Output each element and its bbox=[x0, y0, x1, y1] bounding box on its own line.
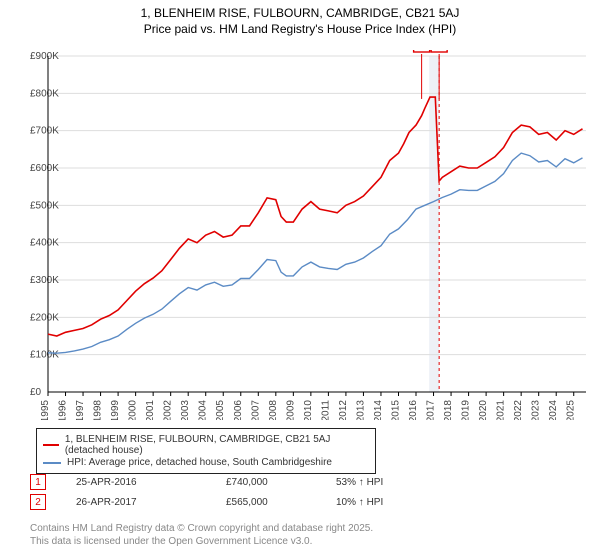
svg-text:£100K: £100K bbox=[30, 350, 59, 361]
svg-text:2010: 2010 bbox=[303, 400, 314, 420]
svg-text:2005: 2005 bbox=[215, 400, 226, 420]
svg-text:2025: 2025 bbox=[566, 400, 577, 420]
svg-text:1997: 1997 bbox=[75, 400, 86, 420]
footer-attribution: Contains HM Land Registry data © Crown c… bbox=[30, 522, 373, 548]
svg-text:1996: 1996 bbox=[58, 400, 69, 420]
footer-line-1: Contains HM Land Registry data © Crown c… bbox=[30, 522, 373, 535]
svg-text:2016: 2016 bbox=[408, 400, 419, 420]
svg-text:2019: 2019 bbox=[461, 400, 472, 420]
footer-line-2: This data is licensed under the Open Gov… bbox=[30, 535, 373, 548]
line-chart: £0 £100K £200K £300K £400K £500K £600K £700K £80… bbox=[30, 50, 590, 420]
svg-text:2013: 2013 bbox=[355, 400, 366, 420]
svg-text:£0: £0 bbox=[30, 387, 42, 398]
chart-area: £0 £100K £200K £300K £400K £500K £600K £700K £80… bbox=[30, 50, 590, 420]
svg-text:2017: 2017 bbox=[426, 400, 437, 420]
svg-text:£200K: £200K bbox=[30, 312, 59, 323]
chart-title-block: 1, BLENHEIM RISE, FULBOURN, CAMBRIDGE, C… bbox=[0, 0, 600, 36]
svg-text:2012: 2012 bbox=[338, 400, 349, 420]
svg-text:2008: 2008 bbox=[268, 400, 279, 420]
svg-text:1995: 1995 bbox=[40, 400, 51, 420]
svg-text:1998: 1998 bbox=[93, 400, 104, 420]
legend-row-2: HPI: Average price, detached house, Sout… bbox=[43, 457, 369, 468]
svg-text:£900K: £900K bbox=[30, 51, 59, 62]
marker-delta: 10% ↑ HPI bbox=[336, 497, 416, 508]
legend-swatch-1 bbox=[43, 444, 59, 446]
svg-text:2001: 2001 bbox=[145, 400, 156, 420]
title-line-2: Price paid vs. HM Land Registry's House … bbox=[0, 22, 600, 36]
svg-text:2009: 2009 bbox=[285, 400, 296, 420]
markers-table: 1 25-APR-2016 £740,000 53% ↑ HPI 2 26-APR-201… bbox=[30, 470, 416, 514]
svg-text:2007: 2007 bbox=[250, 400, 261, 420]
svg-text:2024: 2024 bbox=[548, 400, 559, 420]
legend-row-1: 1, BLENHEIM RISE, FULBOURN, CAMBRIDGE, C… bbox=[43, 434, 369, 456]
svg-text:2006: 2006 bbox=[233, 400, 244, 420]
svg-text:2002: 2002 bbox=[163, 400, 174, 420]
marker-number: 2 bbox=[30, 494, 46, 510]
svg-text:£400K: £400K bbox=[30, 238, 59, 249]
svg-text:1999: 1999 bbox=[110, 400, 121, 420]
svg-text:2004: 2004 bbox=[198, 400, 209, 420]
marker-price: £565,000 bbox=[226, 497, 306, 508]
svg-text:£600K: £600K bbox=[30, 163, 59, 174]
svg-text:2: 2 bbox=[436, 50, 442, 51]
marker-date: 26-APR-2017 bbox=[76, 497, 196, 508]
svg-text:£500K: £500K bbox=[30, 200, 59, 211]
legend-swatch-2 bbox=[43, 462, 61, 464]
svg-text:£700K: £700K bbox=[30, 126, 59, 137]
marker-price: £740,000 bbox=[226, 477, 306, 488]
marker-date: 25-APR-2016 bbox=[76, 477, 196, 488]
svg-text:2018: 2018 bbox=[443, 400, 454, 420]
legend-label-2: HPI: Average price, detached house, Sout… bbox=[67, 457, 332, 468]
svg-text:2020: 2020 bbox=[478, 400, 489, 420]
legend-label-1: 1, BLENHEIM RISE, FULBOURN, CAMBRIDGE, C… bbox=[65, 434, 369, 456]
svg-text:2003: 2003 bbox=[180, 400, 191, 420]
legend-box: 1, BLENHEIM RISE, FULBOURN, CAMBRIDGE, C… bbox=[36, 428, 376, 474]
title-line-1: 1, BLENHEIM RISE, FULBOURN, CAMBRIDGE, C… bbox=[0, 6, 600, 20]
svg-text:2011: 2011 bbox=[320, 400, 331, 420]
svg-text:2023: 2023 bbox=[531, 400, 542, 420]
svg-text:1: 1 bbox=[419, 50, 425, 51]
svg-text:2022: 2022 bbox=[513, 400, 524, 420]
svg-text:2000: 2000 bbox=[128, 400, 139, 420]
svg-text:£800K: £800K bbox=[30, 88, 59, 99]
marker-row: 2 26-APR-2017 £565,000 10% ↑ HPI bbox=[30, 494, 416, 510]
marker-number: 1 bbox=[30, 474, 46, 490]
marker-row: 1 25-APR-2016 £740,000 53% ↑ HPI bbox=[30, 474, 416, 490]
marker-delta: 53% ↑ HPI bbox=[336, 477, 416, 488]
svg-text:2015: 2015 bbox=[390, 400, 401, 420]
svg-text:2021: 2021 bbox=[496, 400, 507, 420]
svg-text:£300K: £300K bbox=[30, 275, 59, 286]
svg-text:2014: 2014 bbox=[373, 400, 384, 420]
